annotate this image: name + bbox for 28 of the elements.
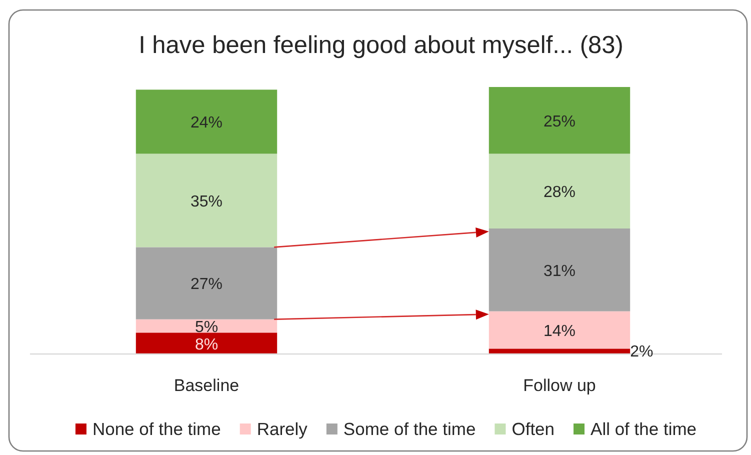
bar [136, 154, 278, 248]
bar [488, 87, 630, 154]
data-label: 27% [190, 276, 223, 293]
bar [136, 90, 278, 154]
legend-label: Often [512, 419, 555, 439]
x-tick-label: Follow up [523, 376, 596, 394]
bar [488, 348, 630, 354]
legend-label: None of the time [92, 419, 221, 439]
bar [136, 319, 278, 333]
bar [136, 247, 278, 320]
bar [136, 332, 278, 354]
data-label: 25% [543, 112, 576, 130]
data-label: 8% [194, 336, 218, 353]
data-label: 28% [543, 184, 576, 201]
data-label: 5% [194, 318, 218, 336]
chart-title: I have been feeling good about myself... (83) [138, 32, 624, 58]
bar [488, 228, 630, 312]
x-tick-label: Baseline [174, 376, 240, 394]
legend-label: Rarely [256, 419, 308, 439]
bar [488, 154, 630, 229]
legend-label: Some of the time [343, 419, 476, 439]
data-label: 14% [543, 322, 576, 340]
legend-label: All of the time [590, 419, 697, 439]
bar [488, 311, 630, 349]
data-label: 24% [190, 114, 223, 132]
data-label: 35% [190, 192, 223, 210]
data-label: 31% [543, 262, 576, 280]
data-label: 2% [630, 342, 654, 360]
